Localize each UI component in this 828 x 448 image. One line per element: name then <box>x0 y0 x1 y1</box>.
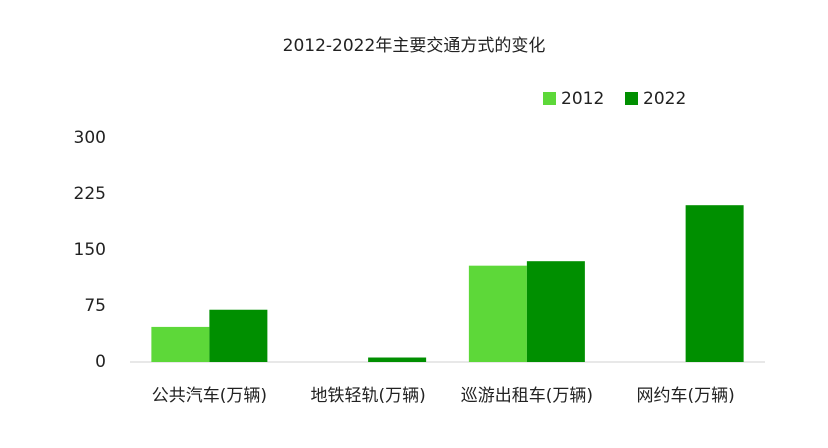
y-tick-label: 75 <box>84 296 106 316</box>
y-tick-label: 300 <box>74 128 106 148</box>
legend-swatch <box>543 92 556 105</box>
bar <box>151 326 210 362</box>
y-tick-label: 150 <box>74 240 106 260</box>
bar <box>468 265 527 362</box>
legend-label: 2012 <box>561 89 604 109</box>
bar <box>209 309 268 362</box>
bar <box>368 357 427 362</box>
legend-label: 2022 <box>643 89 686 109</box>
x-tick-label: 网约车(万辆) <box>636 386 734 406</box>
y-tick-label: 0 <box>95 352 106 372</box>
legend-swatch <box>625 92 638 105</box>
x-tick-label: 地铁轻轨(万辆) <box>310 386 425 406</box>
x-tick-label: 巡游出租车(万辆) <box>461 386 593 406</box>
y-tick-label: 225 <box>74 184 106 204</box>
bar <box>526 261 585 362</box>
bar <box>685 205 744 362</box>
chart-title: 2012-2022年主要交通方式的变化 <box>283 36 546 56</box>
x-tick-label: 公共汽车(万辆) <box>152 386 267 406</box>
